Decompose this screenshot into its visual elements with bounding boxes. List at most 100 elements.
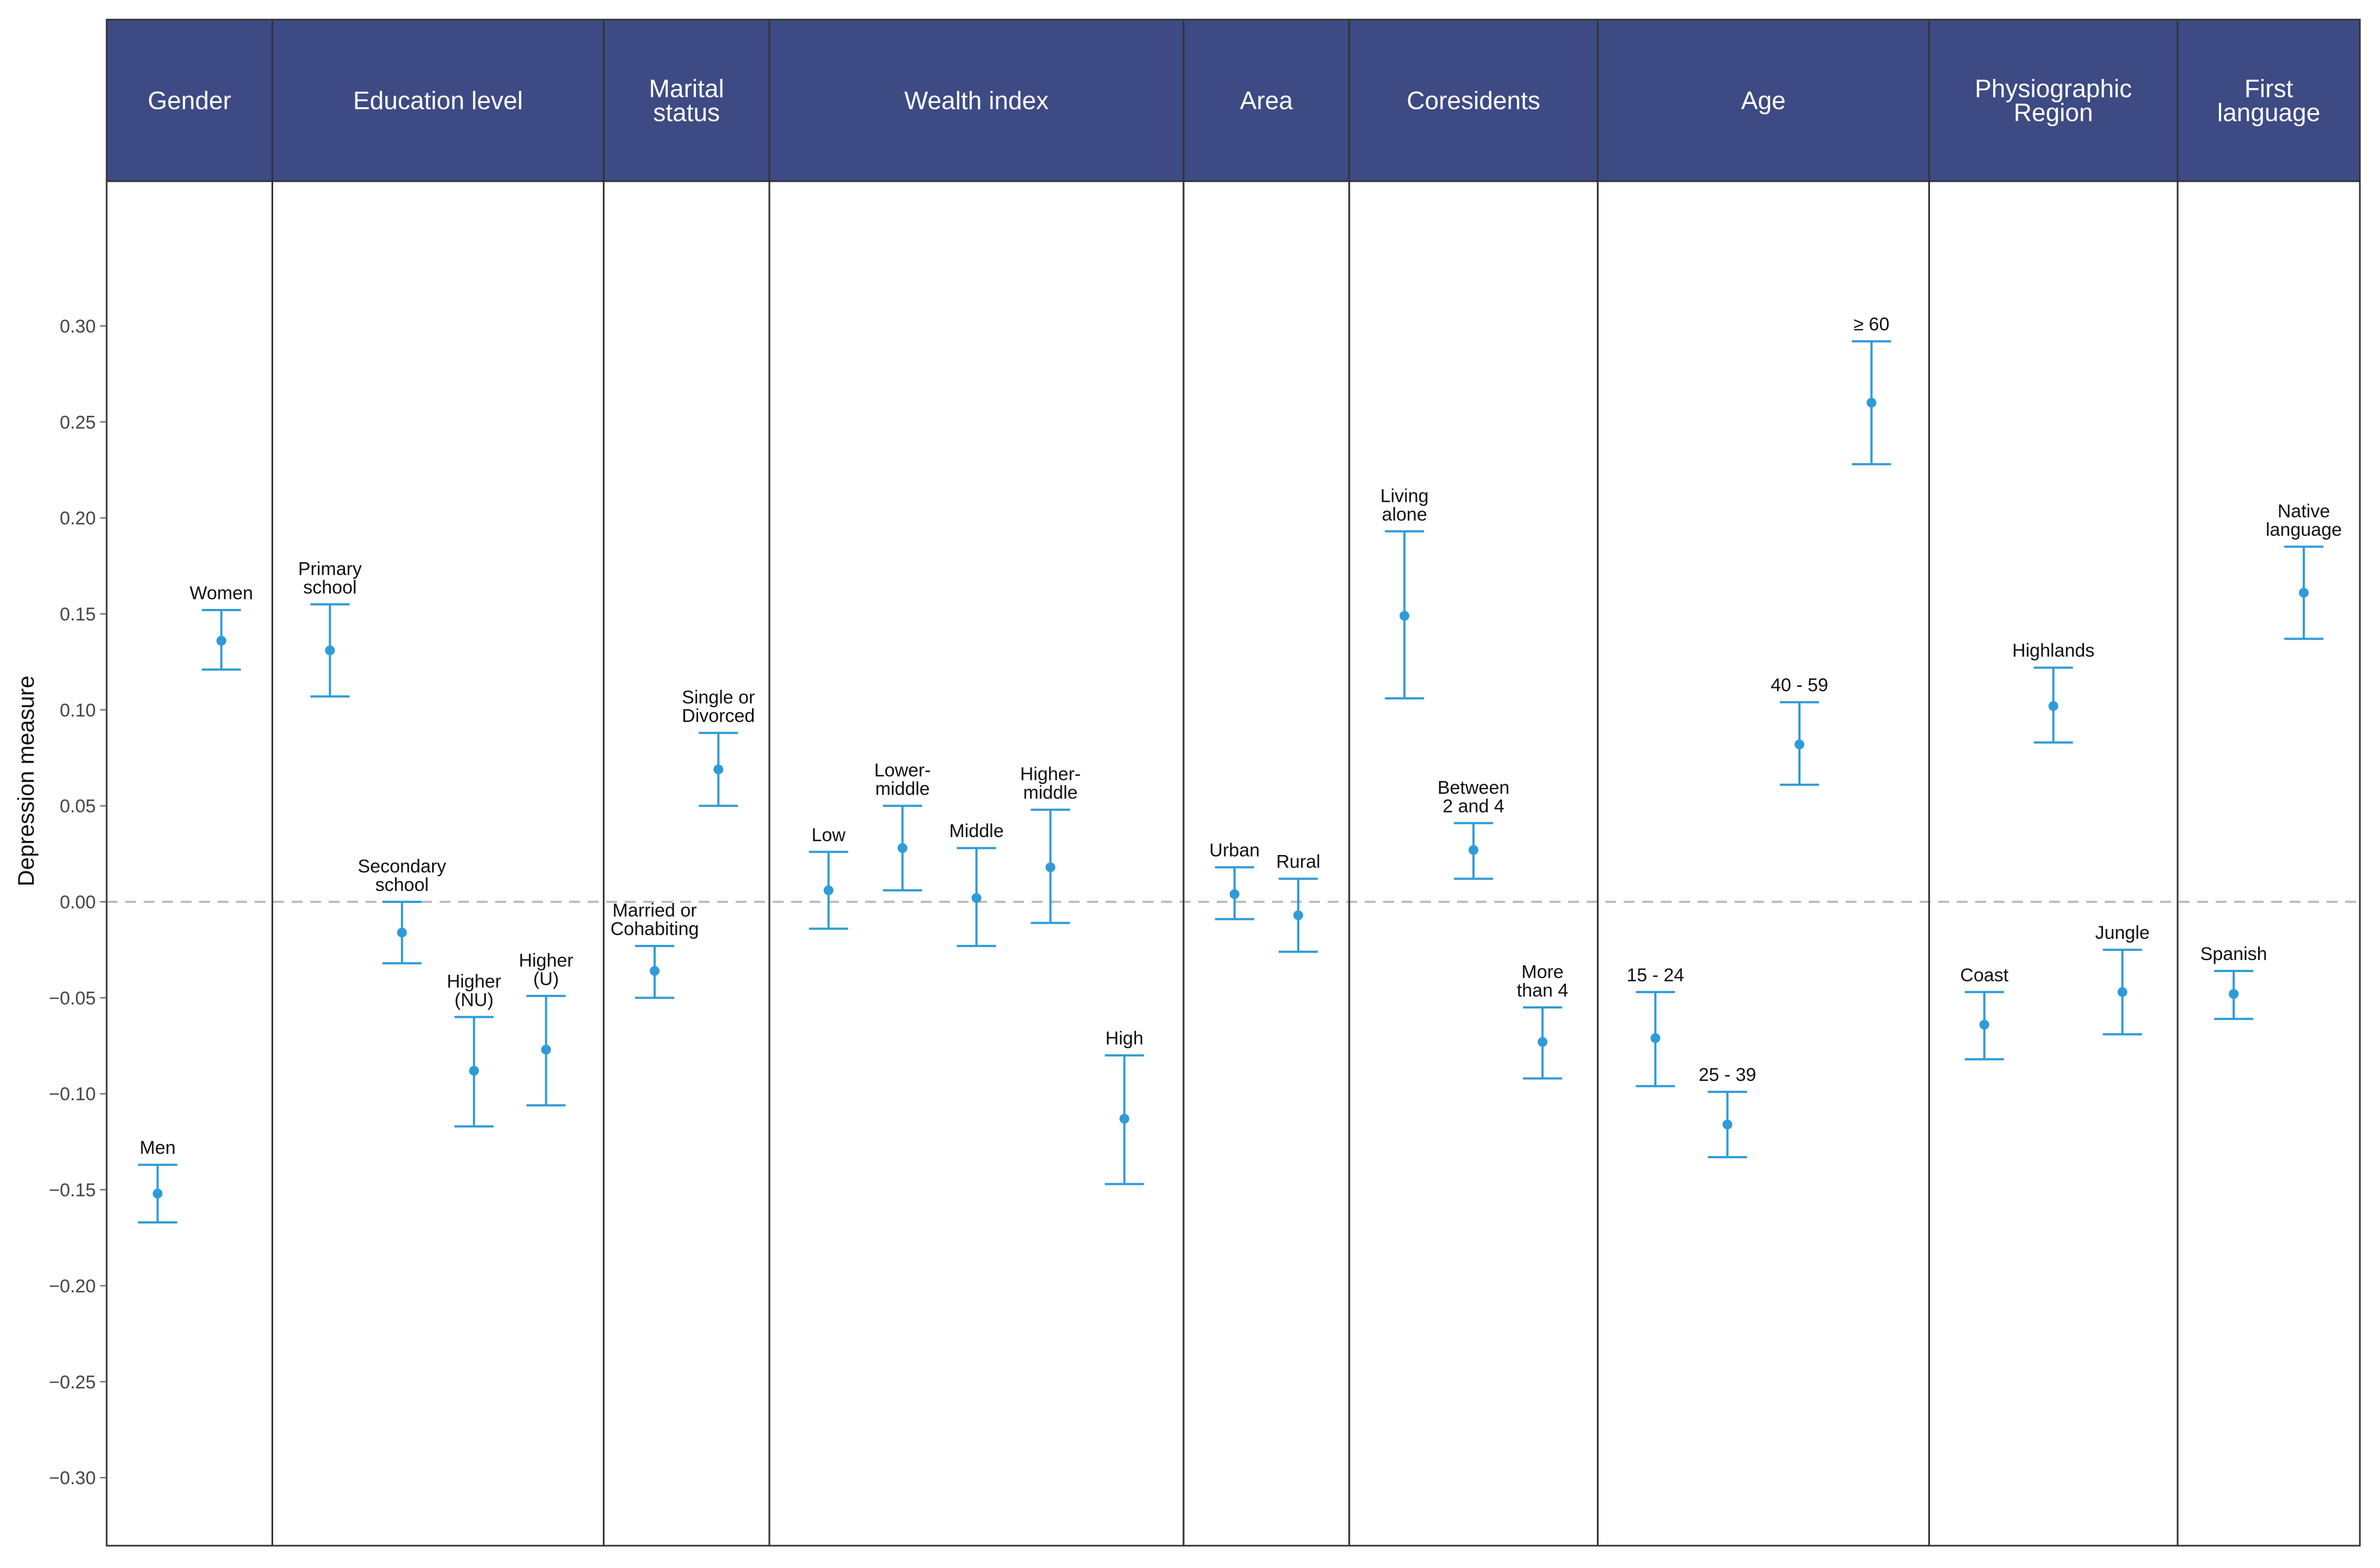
point-label: Higher-middle [1020, 764, 1081, 803]
point-marker [1795, 739, 1805, 749]
facet-strip-label: Physiographic Region [1975, 75, 2132, 127]
point-label: Urban [1210, 840, 1260, 861]
point-marker [713, 764, 724, 774]
estimate-point: Men [138, 1137, 177, 1224]
y-tick-label: 0.15 [60, 604, 96, 625]
y-tick-label: 0.25 [60, 412, 96, 433]
estimate-point: Middle [949, 821, 1004, 948]
facet-strip [602, 19, 770, 182]
estimate-point: Rural [1276, 852, 1321, 953]
point-label: Spanish [2200, 944, 2267, 964]
point-marker [152, 1189, 163, 1199]
y-tick-label: 0.10 [60, 700, 96, 721]
point-marker [1119, 1114, 1130, 1124]
facet-strip-label: First language [2217, 75, 2320, 127]
y-tick-label: −0.30 [49, 1468, 96, 1489]
facet-panel: Education level [271, 19, 605, 1547]
y-axis-title: Depression measure [13, 675, 39, 887]
y-tick-label: −0.10 [49, 1084, 96, 1105]
y-tick: −0.20 [49, 1276, 107, 1296]
estimate-point: Higher (U) [519, 950, 574, 1106]
y-tick: −0.30 [49, 1468, 107, 1489]
estimate-point: Urban [1210, 840, 1260, 920]
estimate-point: Single or Divorced [682, 687, 755, 807]
point-marker [469, 1066, 479, 1076]
y-tick-label: −0.05 [49, 988, 96, 1009]
estimate-point: Coast [1960, 965, 2009, 1061]
estimate-point: Living alone [1380, 485, 1429, 700]
facet-panel: Age [1596, 19, 1930, 1547]
y-tick: 0.00 [60, 892, 107, 913]
estimate-point: Highlands [2012, 641, 2094, 744]
point-label: 15 - 24 [1626, 965, 1684, 986]
y-tick-label: −0.20 [49, 1276, 96, 1296]
point-label: Secondary school [358, 856, 447, 895]
point-marker [2048, 701, 2058, 711]
point-label: 40 - 59 [1771, 675, 1828, 696]
y-tick-label: 0.20 [60, 508, 96, 529]
estimate-point: 40 - 59 [1771, 675, 1828, 786]
point-label: 25 - 39 [1699, 1065, 1756, 1085]
y-tick: 0.15 [60, 604, 107, 625]
point-label: Married or Cohabiting [611, 900, 699, 939]
facet-strip [768, 19, 1185, 182]
y-tick-label: −0.15 [49, 1180, 96, 1201]
point-label: Primary school [298, 558, 362, 598]
point-label: Higher (NU) [447, 971, 501, 1011]
facet-strip-label: Education level [353, 87, 523, 115]
estimate-point: High [1105, 1028, 1144, 1185]
point-label: More than 4 [1517, 962, 1569, 1001]
point-label: Native language [2266, 501, 2342, 540]
estimate-point: Between 2 and 4 [1438, 777, 1509, 880]
estimate-point: Primary school [298, 558, 362, 698]
point-marker [2298, 588, 2309, 598]
point-marker [823, 885, 834, 895]
facet-strip-label: Wealth index [904, 87, 1049, 115]
facet-strip-label: Gender [148, 87, 231, 115]
y-tick: −0.25 [49, 1372, 107, 1393]
point-marker [1045, 862, 1056, 872]
y-tick: −0.15 [49, 1180, 107, 1201]
point-marker [1650, 1033, 1661, 1043]
estimate-point: More than 4 [1517, 962, 1569, 1080]
point-label: Coast [1960, 965, 2008, 986]
point-marker [397, 927, 407, 938]
point-marker [2229, 989, 2239, 999]
point-marker [1537, 1037, 1547, 1047]
estimate-point: Married or Cohabiting [611, 900, 699, 999]
estimate-point: Spanish [2200, 944, 2267, 1020]
facet-panel: Physiographic Region [1928, 19, 2179, 1547]
facet-strip-label: Area [1240, 87, 1293, 115]
point-marker [971, 893, 982, 903]
facet-strip-label: Coresidents [1407, 87, 1540, 115]
estimate-point: Secondary school [358, 856, 447, 964]
point-marker [1722, 1120, 1732, 1130]
y-tick-label: 0.05 [60, 796, 96, 817]
point-marker [216, 636, 226, 646]
point-label: Lower-middle [874, 760, 931, 800]
facet-strip [106, 19, 273, 182]
facet-strip-label: Marital status [649, 75, 724, 127]
y-tick: −0.05 [49, 988, 107, 1009]
point-marker [1229, 889, 1240, 899]
point-label: Highlands [2012, 641, 2094, 661]
y-tick: 0.10 [60, 700, 107, 721]
point-label: Between 2 and 4 [1438, 777, 1509, 816]
y-tick-label: 0.30 [60, 316, 96, 337]
estimate-point: Jungle [2095, 923, 2150, 1036]
estimate-point: Low [809, 825, 848, 930]
y-tick-label: 0.00 [60, 892, 96, 913]
estimate-point: 25 - 39 [1699, 1065, 1756, 1159]
y-tick-label: −0.25 [49, 1372, 96, 1393]
y-tick: 0.05 [60, 796, 107, 817]
estimate-point: Higher-middle [1020, 764, 1081, 924]
y-tick: −0.10 [49, 1084, 107, 1105]
point-label: Living alone [1380, 485, 1429, 525]
point-label: Women [190, 583, 254, 604]
facet-panel: Wealth index [768, 19, 1185, 1547]
point-marker [325, 645, 335, 655]
point-label: High [1105, 1028, 1143, 1049]
point-marker [1399, 611, 1410, 621]
